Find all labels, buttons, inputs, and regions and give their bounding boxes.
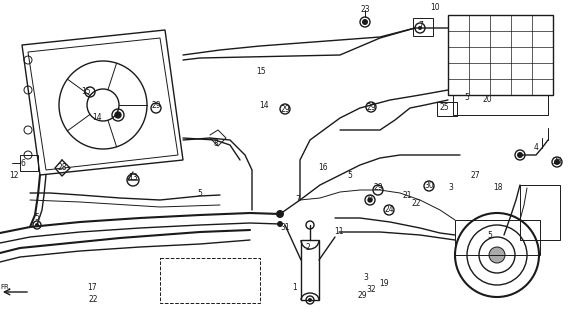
Text: 12: 12	[9, 171, 19, 180]
Circle shape	[35, 223, 39, 227]
Text: 29: 29	[280, 105, 290, 114]
Circle shape	[517, 152, 523, 158]
Text: 30: 30	[424, 181, 434, 190]
Circle shape	[554, 159, 560, 165]
Text: 29: 29	[357, 291, 367, 300]
Text: 10: 10	[430, 4, 440, 12]
Text: 13: 13	[128, 173, 138, 182]
Text: 18: 18	[493, 182, 503, 191]
Text: 3: 3	[363, 273, 369, 282]
Text: 5: 5	[198, 188, 202, 197]
Circle shape	[277, 221, 283, 227]
Text: 19: 19	[379, 278, 389, 287]
Bar	[20, 155, 38, 171]
Text: FR.: FR.	[0, 284, 11, 290]
Circle shape	[489, 247, 505, 263]
Text: 32: 32	[366, 285, 376, 294]
Circle shape	[276, 210, 284, 218]
Text: 9: 9	[367, 196, 373, 204]
Text: 1: 1	[292, 283, 297, 292]
Text: 25: 25	[439, 103, 449, 113]
Text: 2: 2	[305, 244, 311, 252]
Text: 31: 31	[280, 223, 290, 233]
Circle shape	[308, 298, 312, 302]
Text: 6: 6	[20, 158, 25, 167]
Text: 15: 15	[81, 86, 91, 95]
Bar	[301, 240, 319, 300]
Bar	[413, 18, 433, 36]
Circle shape	[368, 198, 372, 202]
Bar	[520, 185, 560, 240]
Text: 24: 24	[384, 205, 394, 214]
Text: 8: 8	[214, 139, 218, 148]
Text: 23: 23	[360, 5, 370, 14]
Circle shape	[418, 26, 422, 30]
Text: 7: 7	[418, 20, 424, 29]
Text: 16: 16	[318, 164, 328, 172]
Circle shape	[362, 19, 368, 25]
Text: 5: 5	[464, 92, 469, 101]
Text: 26: 26	[552, 157, 562, 166]
Text: 27: 27	[470, 171, 480, 180]
Text: 29: 29	[151, 100, 161, 109]
Circle shape	[115, 112, 121, 118]
Text: 29: 29	[366, 102, 376, 111]
Text: 21: 21	[402, 191, 412, 201]
Text: 17: 17	[87, 283, 97, 292]
Bar	[455, 220, 540, 255]
Text: 4: 4	[534, 142, 538, 151]
Text: 14: 14	[92, 114, 102, 123]
Text: 20: 20	[482, 95, 492, 105]
Text: 11: 11	[334, 228, 344, 236]
Text: 29: 29	[373, 182, 383, 191]
Text: 5: 5	[487, 230, 493, 239]
Text: 5: 5	[347, 171, 352, 180]
Text: 22: 22	[411, 199, 421, 209]
Bar	[437, 102, 457, 116]
Bar	[448, 15, 553, 95]
Bar	[160, 258, 260, 303]
Text: 7: 7	[295, 195, 301, 204]
Text: 3: 3	[449, 183, 453, 193]
Text: 14: 14	[259, 101, 269, 110]
Text: 5: 5	[35, 213, 39, 222]
Text: 15: 15	[256, 68, 266, 76]
Bar	[453, 95, 548, 115]
Text: 28: 28	[57, 164, 67, 172]
Text: 22: 22	[88, 295, 98, 305]
